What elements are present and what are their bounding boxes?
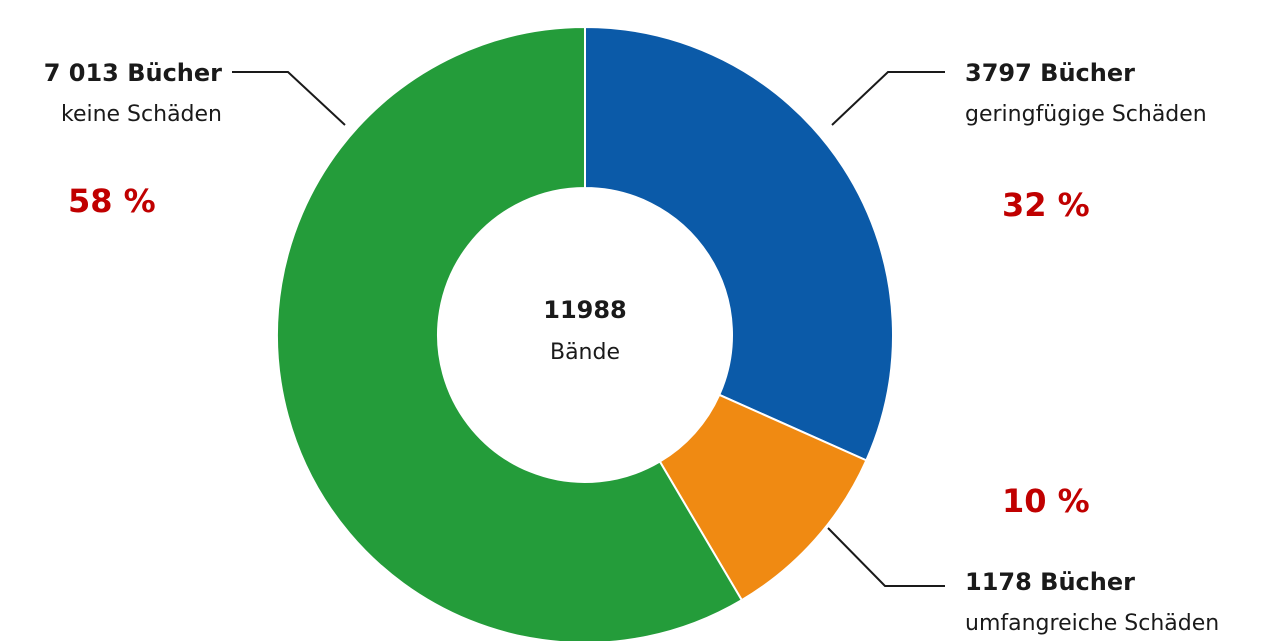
slice-percent-major-damage: 10 % [1002,482,1090,520]
slice-minor-damage [584,25,894,462]
slice-count-no-damage: 7 013 Bücher [44,59,222,87]
slice-no-damage [276,25,744,641]
leader-line-minor-damage [831,71,945,126]
slice-percent-minor-damage: 32 % [1002,186,1090,224]
slice-count-major-damage: 1178 Bücher [965,568,1135,596]
leader-line-no-damage [232,71,346,126]
donut-slices [276,25,894,641]
slice-percent-no-damage: 58 % [68,182,156,220]
slice-desc-minor-damage: geringfügige Schäden [965,102,1207,127]
slice-count-minor-damage: 3797 Bücher [965,59,1135,87]
center-unit-label: Bände [550,340,620,365]
leader-line-major-damage [827,527,945,587]
center-total: 11988 [543,296,627,324]
slice-desc-no-damage: keine Schäden [61,102,222,127]
slice-desc-major-damage: umfangreiche Schäden [965,611,1219,636]
